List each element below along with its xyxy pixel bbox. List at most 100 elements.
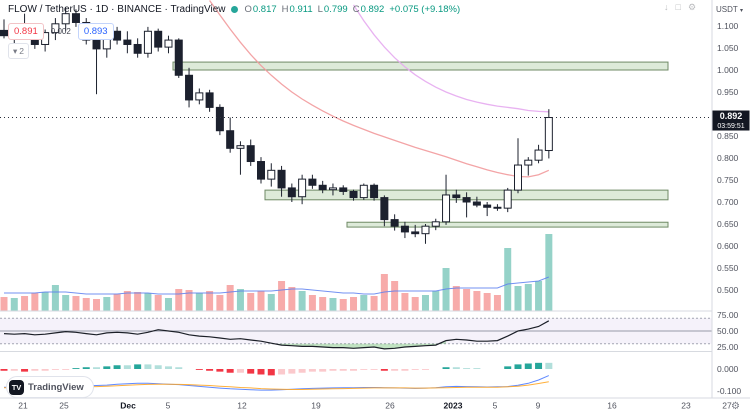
macd-histogram-bar — [123, 365, 131, 369]
macd-histogram-bar — [504, 366, 512, 369]
last-price-badge-bg — [712, 110, 750, 131]
macd-histogram-bar — [236, 369, 244, 373]
candle-body — [514, 164, 522, 191]
screenshot-icon[interactable]: □ — [675, 2, 681, 12]
macd-histogram-bar — [134, 364, 142, 369]
close-label: C — [352, 4, 360, 15]
download-icon[interactable]: ↓ — [664, 2, 669, 12]
macd-histogram-bar — [257, 369, 265, 375]
candle-body — [370, 184, 379, 199]
price-tick-label: 1.050 — [717, 43, 739, 53]
macd-histogram-bar — [154, 365, 162, 369]
macd-histogram-bar — [10, 369, 18, 371]
time-tick-label: Dec — [120, 401, 136, 411]
currency-caret-icon[interactable]: ▾ — [740, 8, 743, 14]
volume-bar — [524, 284, 532, 311]
open-value: 0.817 — [252, 4, 277, 15]
time-tick-label: 19 — [311, 401, 321, 411]
volume-bar — [288, 287, 296, 311]
collapse-indicators-button[interactable]: ▾ 2 — [8, 43, 30, 59]
volume-bar — [226, 285, 234, 311]
candle-body — [205, 92, 214, 108]
chart-legend: FLOW / TetherUS · 1D · BINANCE · Trading… — [8, 4, 460, 15]
tradingview-logo[interactable]: TV TradingView — [6, 376, 94, 398]
time-tick-label: 16 — [607, 401, 617, 411]
candle-body — [524, 159, 533, 166]
symbol-title[interactable]: FLOW / TetherUS · 1D · BINANCE · Trading… — [8, 4, 226, 15]
macd-histogram-bar — [82, 367, 90, 369]
candle-body — [308, 178, 317, 186]
macd-histogram-bar — [21, 369, 29, 372]
volume-bar — [257, 291, 265, 311]
macd-histogram-bar — [524, 363, 532, 369]
price-tick-label: 0.800 — [717, 153, 739, 163]
last-price-badge: 0.892 03:59:51 — [712, 110, 750, 131]
time-tick-label: 27 — [722, 401, 732, 411]
volume-bar — [391, 281, 399, 311]
volume-bar — [504, 248, 512, 311]
volume-ma-line — [4, 276, 549, 295]
candle-body — [421, 225, 430, 235]
macd-histogram-bar — [267, 369, 275, 376]
candle-body — [339, 187, 348, 192]
high-value: 0.911 — [289, 4, 313, 15]
time-axis[interactable]: 21 25 Dec 5 12 19 26 2023 5 9 16 23 27 ⚙ — [18, 401, 740, 412]
macd-histogram-bar — [380, 369, 388, 371]
volume-bar — [216, 295, 224, 311]
candle-body — [174, 39, 183, 76]
macd-histogram-bar — [226, 369, 234, 373]
volume-bar — [339, 299, 347, 311]
candle-body — [472, 201, 481, 206]
volume-bar — [329, 298, 337, 311]
macd-tick-label: 0.000 — [717, 364, 739, 374]
volume-bar — [72, 296, 80, 311]
volume-bar — [206, 291, 214, 311]
currency-label[interactable]: USDT — [716, 5, 738, 14]
candle-body — [411, 231, 420, 235]
candle-body — [226, 130, 235, 149]
candle-body — [236, 145, 245, 149]
volume-bar — [236, 289, 244, 311]
time-axis-gear-icon[interactable]: ⚙ — [731, 401, 740, 412]
candle-body — [462, 197, 471, 203]
price-tick-label: 0.950 — [717, 87, 739, 97]
candle-body — [195, 92, 204, 101]
supply-demand-zone-lower — [346, 221, 669, 228]
rsi-pane — [0, 317, 712, 350]
macd-histogram-bar — [545, 362, 553, 369]
candle-body — [442, 194, 451, 223]
macd-tick-label: -0.100 — [717, 386, 741, 396]
buy-ask-button[interactable]: 0.893 — [77, 23, 114, 40]
macd-histogram-bar — [442, 367, 450, 369]
price-tick-label: 0.650 — [717, 219, 739, 229]
candle-body — [318, 184, 327, 191]
volume-bar — [350, 297, 358, 311]
time-tick-label: 26 — [385, 401, 395, 411]
collapse-count: 2 — [19, 46, 25, 56]
volume-bar — [247, 293, 255, 311]
sell-bid-button[interactable]: 0.891 — [8, 23, 44, 40]
time-tick-label: 5 — [493, 401, 498, 411]
time-tick-label: 12 — [237, 401, 247, 411]
macd-histogram-bar — [473, 368, 481, 369]
candle-body — [164, 39, 173, 48]
candle-body — [503, 189, 512, 209]
volume-bar — [535, 281, 543, 311]
candle-body — [154, 30, 163, 48]
macd-histogram-bar — [370, 369, 378, 370]
candle-body — [133, 43, 142, 54]
market-status-icon[interactable] — [231, 6, 239, 13]
settings-gear-icon[interactable]: ⚙ — [687, 2, 697, 12]
macd-histogram-bar — [31, 369, 39, 371]
supply-demand-zone-upper — [172, 61, 669, 71]
volume-bar — [463, 289, 471, 311]
high-label: H — [281, 4, 289, 15]
macd-histogram-bar — [535, 362, 543, 369]
volume-bar — [41, 292, 49, 311]
time-tick-label: 23 — [681, 401, 691, 411]
volume-bar — [93, 299, 101, 311]
volume-bar — [278, 281, 286, 311]
candle-body — [215, 106, 224, 132]
